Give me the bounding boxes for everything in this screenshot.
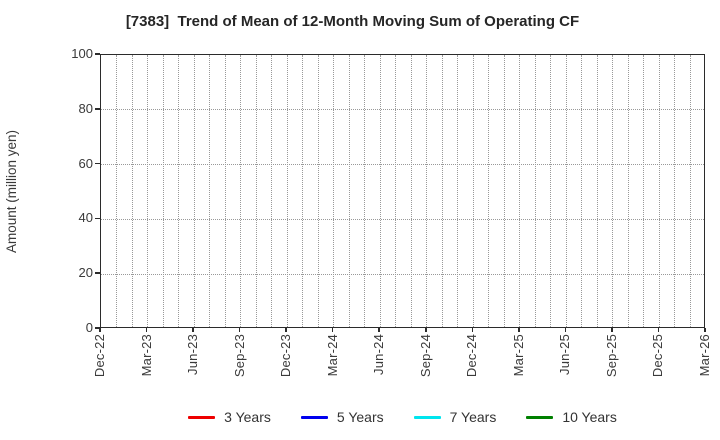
legend-item-7-years: 7 Years bbox=[413, 409, 497, 426]
y-axis-label: Amount (million yen) bbox=[4, 129, 19, 253]
x-gridline bbox=[472, 55, 474, 327]
y-tick-mark bbox=[95, 272, 100, 274]
x-tick-label: Sep-23 bbox=[231, 334, 247, 378]
x-tick-mark bbox=[471, 328, 474, 332]
y-tick-label: 80 bbox=[78, 100, 93, 116]
x-gridline bbox=[255, 55, 257, 327]
x-gridline bbox=[178, 55, 180, 327]
x-gridline bbox=[240, 55, 242, 327]
x-tick-label: Dec-23 bbox=[278, 334, 294, 378]
legend-label-3-years: 3 Years bbox=[224, 409, 271, 425]
x-tick-mark bbox=[331, 328, 334, 332]
x-tick-mark bbox=[99, 328, 101, 332]
x-gridline bbox=[488, 55, 490, 327]
legend-label-5-years: 5 Years bbox=[336, 409, 384, 425]
x-gridline bbox=[286, 55, 288, 327]
x-tick-label: Mar-23 bbox=[138, 334, 154, 377]
x-gridline bbox=[627, 55, 629, 327]
x-gridline bbox=[612, 55, 614, 327]
x-gridline bbox=[364, 55, 366, 327]
legend-item-3-years: 3 Years bbox=[188, 409, 271, 426]
y-tick-label: 0 bbox=[85, 320, 93, 335]
y-tick-mark bbox=[95, 162, 100, 165]
x-tick-mark bbox=[192, 328, 194, 332]
x-tick-label: Mar-25 bbox=[510, 334, 526, 377]
legend: 3 Years 5 Years 7 Years 10 Years bbox=[100, 409, 705, 426]
y-tick-label: 100 bbox=[71, 46, 93, 61]
x-gridline bbox=[131, 55, 133, 327]
legend-line-swatch-10-years bbox=[526, 416, 554, 419]
y-tick-mark bbox=[95, 53, 100, 55]
x-gridline bbox=[162, 55, 164, 327]
x-tick-mark bbox=[611, 328, 613, 332]
legend-label-7-years: 7 Years bbox=[449, 409, 497, 425]
x-tick-mark bbox=[425, 328, 427, 332]
y-tick-mark bbox=[95, 327, 100, 329]
x-gridline bbox=[550, 55, 552, 327]
legend-item-10-years: 10 Years bbox=[526, 409, 617, 426]
legend-line-swatch-7-years bbox=[413, 416, 441, 419]
chart-title: [7383] Trend of Mean of 12-Month Moving … bbox=[125, 13, 580, 30]
x-tick-mark bbox=[378, 328, 380, 332]
x-gridline bbox=[193, 55, 195, 327]
y-gridline bbox=[101, 164, 704, 166]
x-gridline bbox=[379, 55, 381, 327]
x-gridline bbox=[441, 55, 443, 327]
x-gridline bbox=[596, 55, 598, 327]
x-tick-label: Mar-26 bbox=[697, 334, 712, 377]
x-gridline bbox=[643, 55, 645, 327]
x-gridline bbox=[147, 55, 149, 327]
x-tick-mark bbox=[704, 328, 706, 332]
legend-item-5-years: 5 Years bbox=[300, 409, 384, 426]
legend-line-swatch-3-years bbox=[188, 416, 216, 419]
x-gridline bbox=[333, 55, 335, 327]
x-gridline bbox=[116, 55, 117, 327]
x-tick-label: Dec-24 bbox=[464, 334, 480, 378]
x-tick-mark bbox=[285, 328, 287, 332]
x-tick-label: Jun-23 bbox=[185, 334, 201, 375]
x-tick-mark bbox=[145, 328, 148, 332]
x-tick-label: Jun-24 bbox=[371, 334, 387, 375]
x-tick-label: Dec-22 bbox=[92, 334, 107, 378]
x-tick-mark bbox=[564, 328, 567, 332]
x-gridline bbox=[534, 55, 536, 327]
x-tick-mark bbox=[657, 328, 660, 332]
x-gridline bbox=[209, 55, 211, 327]
x-gridline bbox=[457, 55, 459, 327]
x-tick-label: Jun-25 bbox=[557, 334, 573, 375]
x-tick-label: Dec-25 bbox=[650, 334, 666, 378]
y-tick-label: 40 bbox=[78, 210, 93, 226]
x-gridline bbox=[426, 55, 428, 327]
y-tick-label: 60 bbox=[78, 155, 93, 171]
legend-line-swatch-5-years bbox=[300, 416, 328, 419]
plot-area bbox=[100, 54, 705, 328]
x-gridline bbox=[302, 55, 304, 327]
x-gridline bbox=[503, 55, 505, 327]
y-gridline bbox=[101, 109, 704, 111]
x-gridline bbox=[271, 55, 273, 327]
y-tick-mark bbox=[95, 108, 100, 110]
legend-label-10-years: 10 Years bbox=[562, 409, 617, 425]
x-tick-mark bbox=[518, 328, 520, 332]
x-gridline bbox=[395, 55, 397, 327]
x-gridline bbox=[348, 55, 350, 327]
y-tick-mark bbox=[95, 217, 100, 220]
y-tick-label: 20 bbox=[78, 265, 93, 281]
x-gridline bbox=[410, 55, 412, 327]
x-tick-mark bbox=[238, 328, 241, 332]
x-gridline bbox=[317, 55, 319, 327]
x-gridline bbox=[519, 55, 521, 327]
x-tick-label: Sep-25 bbox=[603, 334, 619, 378]
x-gridline bbox=[224, 55, 226, 327]
x-gridline bbox=[581, 55, 583, 327]
x-tick-label: Sep-24 bbox=[417, 334, 433, 378]
x-gridline bbox=[674, 55, 676, 327]
x-gridline bbox=[689, 55, 691, 327]
x-tick-label: Mar-24 bbox=[324, 334, 340, 377]
y-gridline bbox=[101, 218, 704, 220]
y-gridline bbox=[101, 273, 704, 275]
x-gridline bbox=[565, 55, 567, 327]
x-gridline bbox=[658, 55, 660, 327]
